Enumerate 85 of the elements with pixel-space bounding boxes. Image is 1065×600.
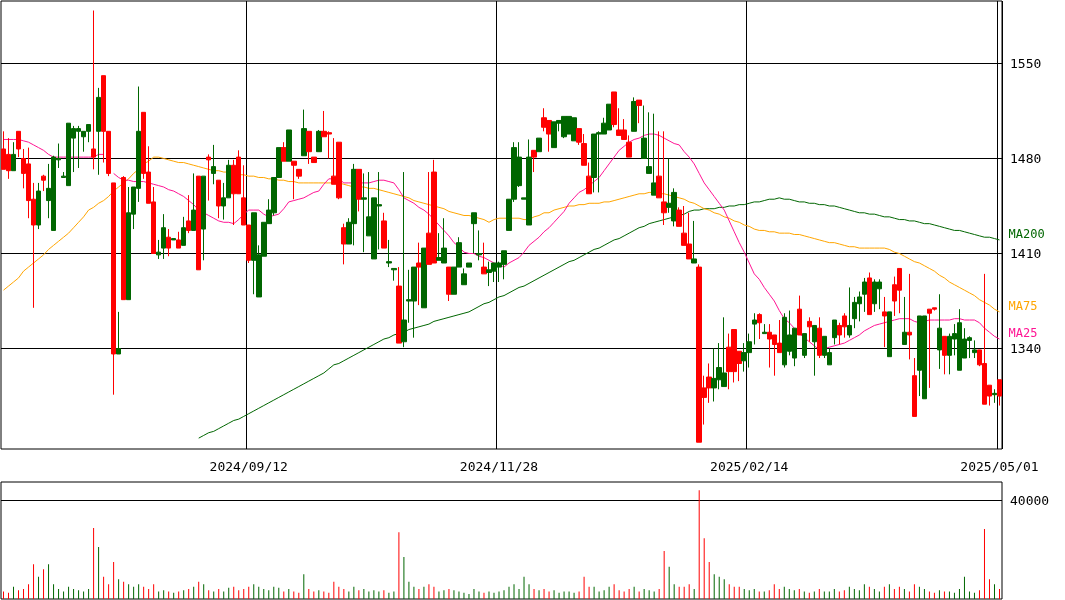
candlestick [41,174,46,192]
candlestick [907,273,912,360]
series-label: MA75 [1008,298,1038,313]
y-tick-label: 1340 [1010,341,1042,357]
y-tick-label: 1410 [1010,246,1042,262]
x-tick-label: 2025/05/01 [960,459,1039,474]
candlestick [306,130,312,165]
candlestick [912,357,917,417]
candlestick [391,267,397,282]
series-label: MA200 [1008,226,1045,241]
candlestick [752,312,757,345]
candlestick [386,239,392,268]
candlestick [291,160,297,200]
candlestick [902,296,907,345]
candlestick [762,323,767,335]
candlestick [96,87,101,176]
candlestick [176,231,181,249]
candlestick [111,182,116,396]
candlestick [196,175,201,271]
candlestick [301,109,307,157]
candlestick [361,172,367,253]
candlestick [171,238,176,241]
candlestick [161,213,166,260]
candlestick [937,293,942,370]
candlestick [216,179,221,219]
candlestick [476,229,482,261]
candlestick [156,239,161,260]
candlestick [191,172,196,231]
candlestick [757,312,762,340]
candlestick [181,216,186,246]
candlestick [206,153,211,202]
y-tick-label: 1480 [1010,150,1042,166]
y-tick-label: 1550 [1010,55,1042,71]
candlestick [416,242,422,306]
series-label: MA25 [1008,326,1038,341]
candlestick [201,175,206,261]
candlestick [812,324,817,377]
candlestick [396,266,402,344]
candlestick [381,212,387,249]
candlestick [862,277,867,313]
candlestick [802,333,807,359]
candlestick [286,129,292,162]
candlestick [531,149,537,173]
candlestick [536,137,542,153]
candlestick [817,316,822,359]
candlestick [636,99,642,124]
candlestick [166,228,171,257]
candlestick [466,262,472,268]
x-tick-label: 2024/09/12 [209,459,288,474]
candlestick [551,121,557,149]
candlestick [832,319,837,345]
candlestick [296,168,302,180]
candlestick [356,168,362,212]
candlestick [11,141,16,172]
candlestick [121,175,126,301]
candlestick [992,388,997,404]
candlestick [631,96,637,132]
candlestick [481,242,487,275]
candlestick [867,272,872,316]
candlestick [316,129,322,153]
candlestick [972,339,977,359]
candlestick [471,212,477,255]
candlestick [887,311,892,358]
candlestick [36,182,41,230]
candlestick [91,10,96,170]
candlestick [311,156,317,164]
x-tick-label: 2025/02/14 [710,459,789,474]
candlestick [847,286,852,339]
candlestick [591,133,597,193]
candlestick [997,379,1002,407]
candlestick [341,223,347,265]
y-tick-label: 40000 [1010,492,1050,508]
candlestick [211,144,216,185]
candlestick [797,295,802,336]
candlestick [461,267,467,286]
candlestick [116,311,121,355]
candlestick [882,296,887,348]
candlestick [281,141,287,162]
candlestick [421,247,427,309]
candlestick [186,194,191,234]
candlestick [942,335,947,375]
candlestick [807,316,812,343]
x-tick-label: 2024/11/28 [459,459,539,474]
candlestick [16,130,21,158]
candlestick [691,220,697,264]
